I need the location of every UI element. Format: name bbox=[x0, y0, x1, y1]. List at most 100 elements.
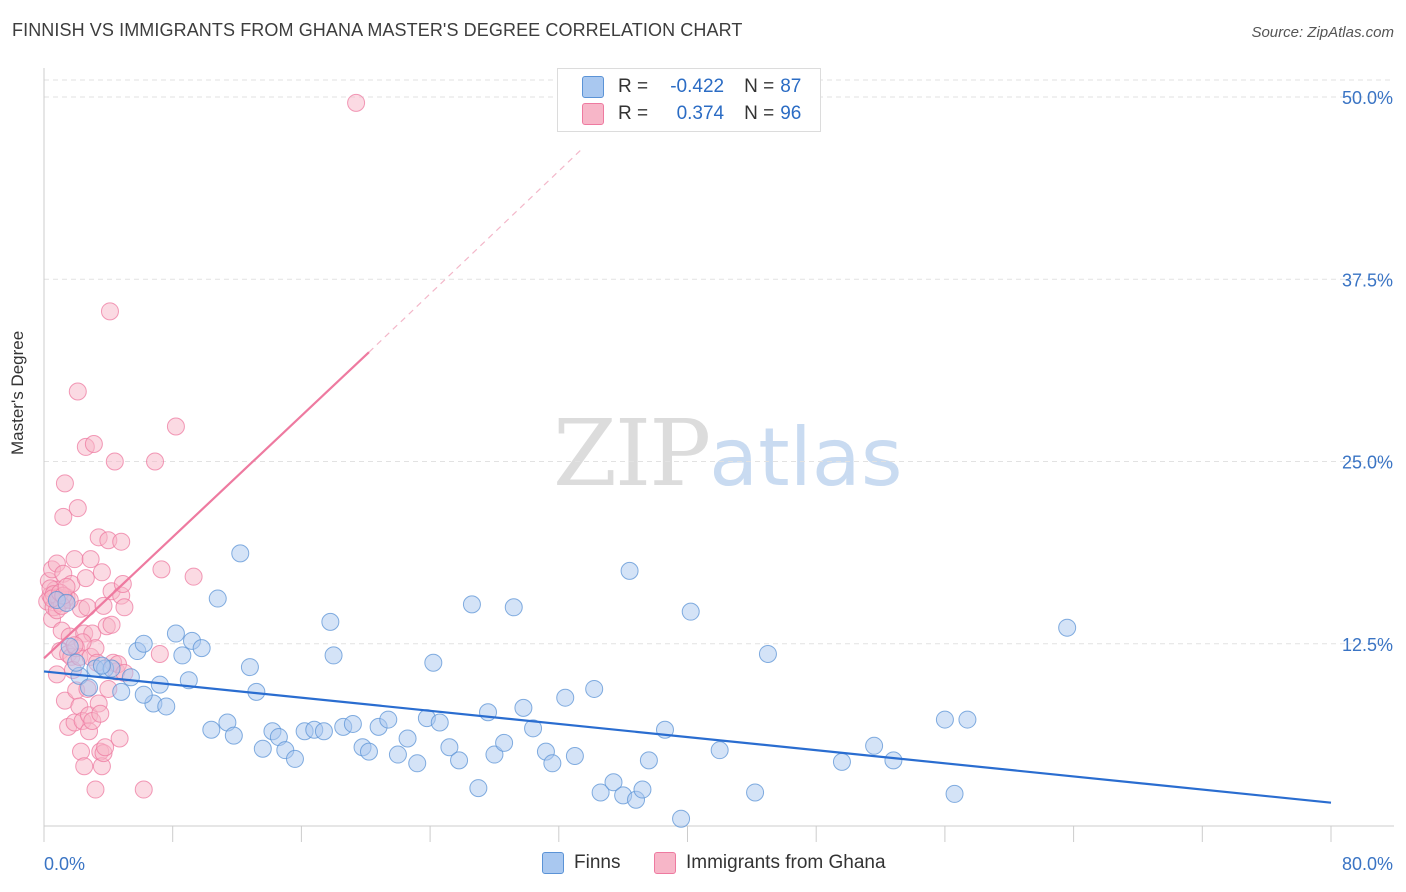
legend-label-finns: Finns bbox=[574, 852, 621, 873]
finns-point bbox=[231, 544, 250, 563]
finns-point bbox=[359, 742, 378, 761]
finns-point bbox=[591, 783, 610, 802]
ghana-point bbox=[68, 499, 87, 518]
finns-point bbox=[134, 634, 153, 653]
legend-swatch-ghana bbox=[582, 103, 604, 125]
y-tick-label: 25.0% bbox=[1342, 453, 1393, 473]
ghana-point bbox=[146, 452, 165, 471]
trend-lines bbox=[43, 147, 1332, 804]
finns-point bbox=[865, 736, 884, 755]
finns-point bbox=[398, 729, 417, 748]
legend-row-ghana: R = 0.374 N = 96 bbox=[582, 102, 801, 126]
legend-swatch-finns bbox=[542, 852, 564, 874]
axes bbox=[43, 68, 1394, 842]
finns-point bbox=[758, 644, 777, 663]
watermark: ZIPatlas bbox=[553, 400, 903, 507]
finns-point bbox=[57, 593, 76, 612]
finns-point bbox=[945, 784, 964, 803]
finns-point bbox=[67, 653, 86, 672]
finns-point bbox=[343, 714, 362, 733]
legend-row-finns: R = -0.422 N = 87 bbox=[582, 75, 801, 99]
finns-point bbox=[450, 751, 469, 770]
finns-point bbox=[514, 698, 533, 717]
ghana-point bbox=[150, 644, 169, 663]
ghana-point bbox=[72, 742, 91, 761]
finns-point bbox=[935, 710, 954, 729]
finns-point bbox=[173, 646, 192, 665]
ghana-point bbox=[152, 560, 171, 579]
finns-point bbox=[495, 733, 514, 752]
ghana-point bbox=[110, 729, 129, 748]
finns-point bbox=[166, 624, 185, 643]
ghana-point bbox=[166, 417, 185, 436]
ghana-point bbox=[54, 507, 73, 526]
ghana-point bbox=[184, 567, 203, 586]
finns-point bbox=[1058, 618, 1077, 637]
finns-point bbox=[469, 779, 488, 798]
finns-point bbox=[832, 752, 851, 771]
ghana-point bbox=[94, 596, 113, 615]
finns-point bbox=[121, 668, 140, 687]
ghana-point bbox=[105, 452, 124, 471]
ghana-point bbox=[68, 382, 87, 401]
finns-point bbox=[92, 656, 111, 675]
ghana-point bbox=[65, 550, 84, 569]
finns-point bbox=[524, 719, 543, 738]
source-note: Source: ZipAtlas.com bbox=[1251, 24, 1394, 41]
finns-point bbox=[462, 595, 481, 614]
legend-label-ghana: Immigrants from Ghana bbox=[686, 852, 886, 873]
watermark-atlas: atlas bbox=[709, 411, 903, 504]
finns-point bbox=[440, 738, 459, 757]
legend-item-ghana[interactable]: Immigrants from Ghana bbox=[654, 852, 886, 874]
ghana-point bbox=[76, 569, 95, 588]
ghana-point bbox=[55, 474, 74, 493]
finns-point bbox=[485, 745, 504, 764]
finns-point bbox=[202, 720, 221, 739]
finns-point bbox=[240, 658, 259, 677]
legend-n-value-finns: 87 bbox=[780, 76, 802, 97]
finns-point bbox=[620, 561, 639, 580]
finns-point bbox=[585, 679, 604, 698]
x-tick-label: 80.0% bbox=[1342, 854, 1393, 874]
y-axis-label: Master's Degree bbox=[8, 330, 27, 455]
ghana-point bbox=[112, 532, 131, 551]
finns-point bbox=[179, 671, 198, 690]
finns-point bbox=[681, 602, 700, 621]
finns-point bbox=[80, 678, 99, 697]
ghana-point bbox=[347, 93, 366, 112]
finns-point bbox=[958, 710, 977, 729]
chart-title: FINNISH VS IMMIGRANTS FROM GHANA MASTER'… bbox=[12, 20, 743, 40]
finns-points bbox=[47, 544, 1077, 828]
legend-swatch-finns bbox=[582, 76, 604, 98]
finns-point bbox=[424, 653, 443, 672]
finns-point bbox=[633, 780, 652, 799]
ghana-point bbox=[84, 435, 103, 454]
finns-point bbox=[639, 751, 658, 770]
ghana-trend-line bbox=[43, 351, 370, 660]
finns-point bbox=[208, 589, 227, 608]
finns-point bbox=[314, 722, 333, 741]
finns-point bbox=[324, 646, 343, 665]
finns-point bbox=[565, 747, 584, 766]
ghana-point bbox=[86, 780, 105, 799]
legend-r-value-ghana: 0.374 bbox=[676, 103, 725, 124]
finns-point bbox=[672, 809, 691, 828]
finns-point bbox=[408, 754, 427, 773]
ghana-point bbox=[102, 615, 121, 634]
finns-point bbox=[884, 751, 903, 770]
finns-point bbox=[379, 710, 398, 729]
watermark-zip: ZIP bbox=[553, 400, 711, 507]
legend-r-label: R = bbox=[618, 76, 649, 97]
legend-item-finns[interactable]: Finns bbox=[542, 852, 620, 874]
ghana-point bbox=[134, 780, 153, 799]
ghana-point bbox=[96, 738, 115, 757]
legend-swatch-ghana bbox=[654, 852, 676, 874]
series-legend: Finns Immigrants from Ghana bbox=[0, 852, 1406, 878]
ghana-point bbox=[92, 563, 111, 582]
finns-point bbox=[321, 612, 340, 631]
legend-n-label: N = bbox=[744, 76, 775, 97]
finns-point bbox=[710, 741, 729, 760]
x-tick-label: 0.0% bbox=[44, 854, 85, 874]
finns-point bbox=[504, 598, 523, 617]
